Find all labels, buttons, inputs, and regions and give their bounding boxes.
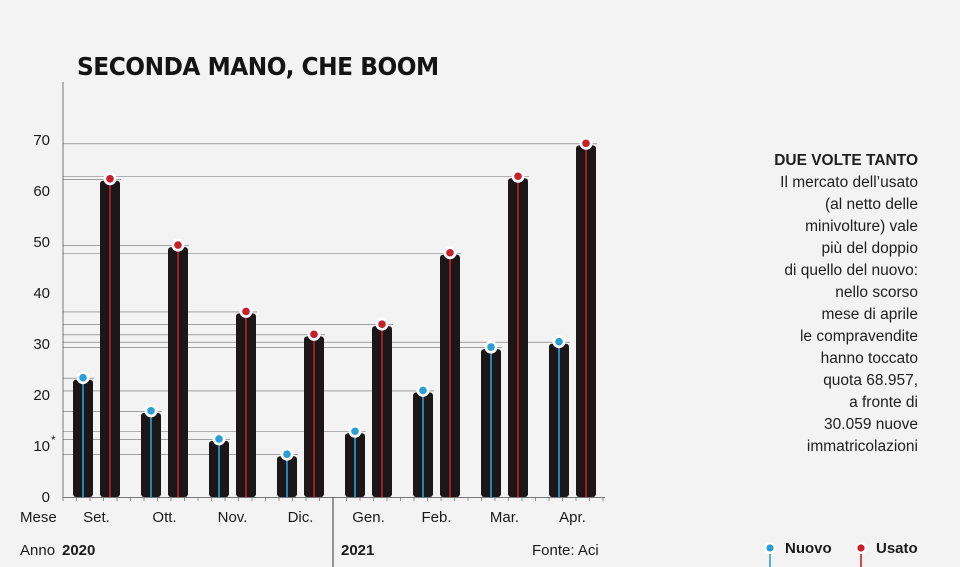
side-note-line: Il mercato dell’usato: [780, 174, 918, 191]
source-label: Fonte: Aci: [532, 542, 599, 559]
usato-legend-label: Usato: [876, 540, 918, 557]
side-note-line: più del doppio: [821, 240, 918, 257]
side-note-line: quota 68.957,: [823, 372, 918, 389]
chart-title: SECONDA MANO, CHE BOOM: [77, 52, 439, 81]
y-tick-label: 40: [33, 285, 50, 302]
nuovo-marker: [215, 435, 223, 443]
x-tick-label: Ott.: [152, 509, 176, 526]
usato-legend-marker: [857, 544, 865, 552]
y-tick-label: 30: [33, 336, 50, 353]
side-note-line: a fronte di: [849, 394, 918, 411]
side-note: DUE VOLTE TANTO Il mercato dell’usato (a…: [688, 150, 918, 458]
x-tick-label: Mar.: [490, 509, 519, 526]
x-tick-label: Apr.: [559, 509, 586, 526]
side-note-line: le compravendite: [799, 328, 918, 345]
usato-marker: [582, 139, 590, 148]
year-2020: 2020: [62, 542, 95, 559]
x-axis-label: Mese: [20, 509, 57, 526]
side-note-line: nello scorso: [835, 284, 918, 301]
nuovo-legend-marker: [766, 544, 774, 552]
y-tick-label: 70: [33, 132, 50, 149]
x-tick-label: Nov.: [218, 509, 248, 526]
usato-marker: [106, 175, 114, 183]
nuovo-legend-label: Nuovo: [785, 540, 832, 557]
side-note-line: hanno toccato: [820, 350, 918, 367]
side-note-heading: DUE VOLTE TANTO: [774, 152, 918, 169]
y-tick-label: 20: [33, 387, 50, 404]
nuovo-marker: [283, 450, 291, 459]
y-tick-label: 50: [33, 234, 50, 251]
usato-marker: [174, 241, 182, 249]
usato-marker: [446, 248, 454, 257]
usato-marker: [514, 172, 522, 181]
nuovo-marker: [487, 343, 495, 351]
x-tick-label: Set.: [83, 509, 110, 526]
side-note-line: immatricolazioni: [806, 438, 918, 455]
nuovo-marker: [79, 373, 87, 382]
usato-marker: [310, 330, 318, 339]
side-note-line: di quello del nuovo:: [784, 262, 918, 279]
usato-marker: [242, 307, 250, 316]
side-note-line: mese di aprile: [821, 306, 919, 323]
y-tick-label: 0: [42, 489, 50, 506]
year-label: Anno: [20, 542, 55, 559]
year-2021: 2021: [341, 542, 374, 559]
nuovo-marker: [419, 386, 427, 395]
nuovo-marker: [555, 337, 563, 346]
usato-marker: [378, 320, 386, 328]
nuovo-marker: [147, 407, 155, 415]
side-note-line: 30.059 nuove: [824, 416, 918, 433]
side-note-line: (al netto delle: [824, 196, 918, 213]
asterisk-note: *: [51, 433, 56, 447]
nuovo-marker: [351, 427, 359, 436]
x-tick-label: Gen.: [352, 509, 385, 526]
y-tick-label: 10: [33, 438, 50, 455]
x-tick-label: Feb.: [421, 509, 451, 526]
side-note-line: minivolture) vale: [805, 218, 918, 235]
y-tick-label: 60: [33, 183, 50, 200]
x-tick-label: Dic.: [288, 509, 314, 526]
